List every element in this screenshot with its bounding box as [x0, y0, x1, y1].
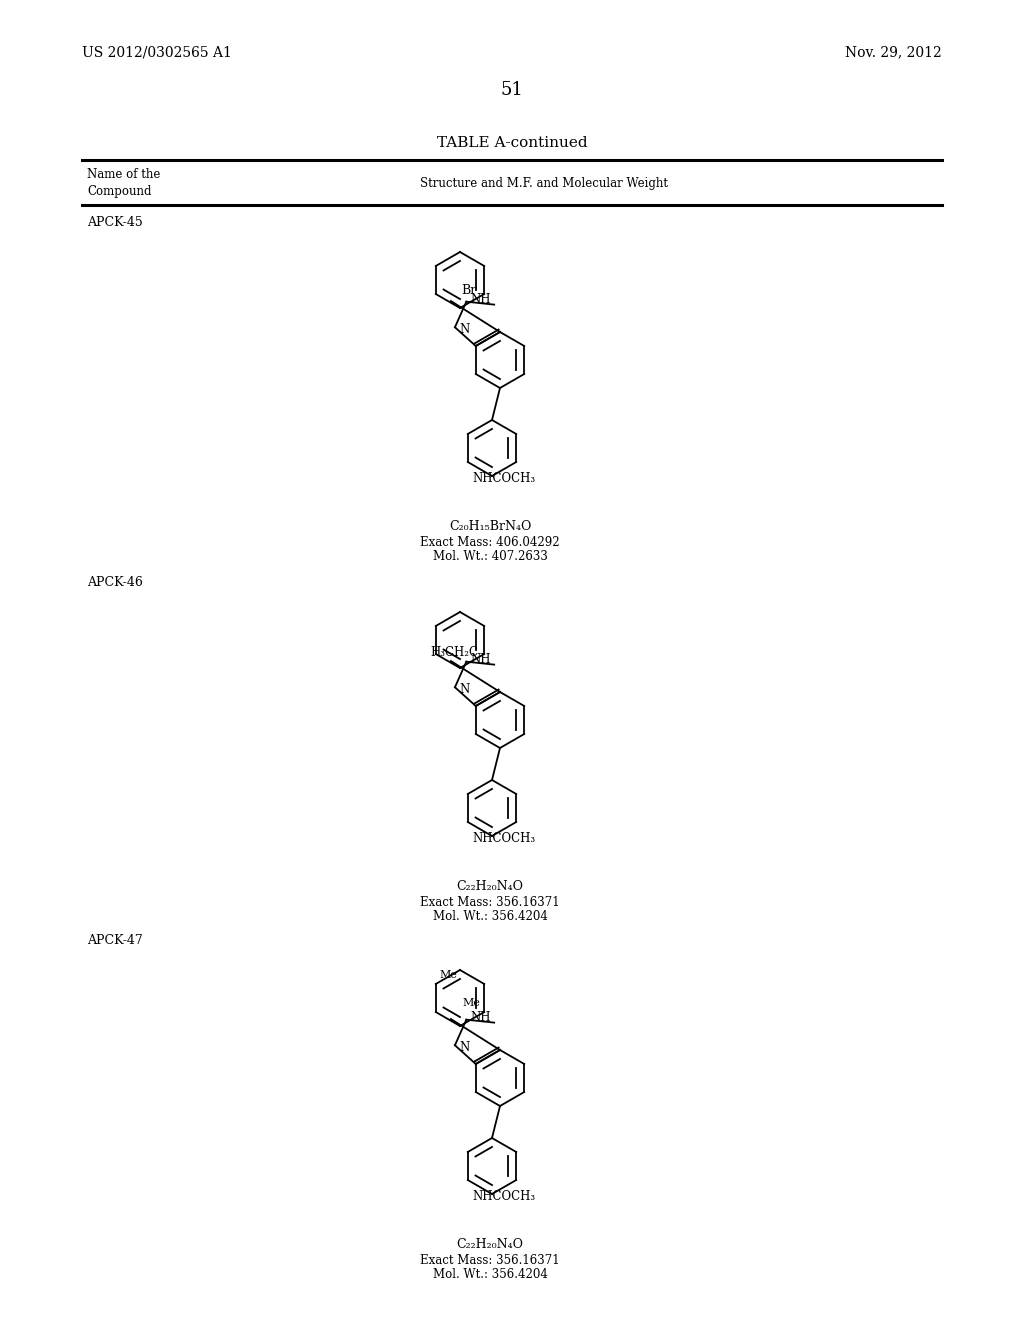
Text: N: N [459, 323, 469, 335]
Text: Mol. Wt.: 356.4204: Mol. Wt.: 356.4204 [432, 1267, 548, 1280]
Text: APCK-45: APCK-45 [87, 215, 142, 228]
Text: NH: NH [470, 1011, 490, 1024]
Text: TABLE A-continued: TABLE A-continued [436, 136, 588, 150]
Text: NHCOCH₃: NHCOCH₃ [473, 1191, 536, 1203]
Text: N: N [459, 1040, 469, 1053]
Text: Exact Mass: 356.16371: Exact Mass: 356.16371 [420, 1254, 560, 1266]
Text: NH: NH [470, 293, 490, 306]
Text: Mol. Wt.: 356.4204: Mol. Wt.: 356.4204 [432, 909, 548, 923]
Text: Me: Me [463, 998, 480, 1008]
Text: C₂₀H₁₅BrN₄O: C₂₀H₁₅BrN₄O [449, 520, 531, 532]
Text: APCK-47: APCK-47 [87, 933, 142, 946]
Text: C₂₂H₂₀N₄O: C₂₂H₂₀N₄O [457, 1238, 523, 1250]
Text: US 2012/0302565 A1: US 2012/0302565 A1 [82, 45, 231, 59]
Text: Mol. Wt.: 407.2633: Mol. Wt.: 407.2633 [432, 549, 548, 562]
Text: N: N [459, 682, 469, 696]
Text: 51: 51 [501, 81, 523, 99]
Text: Exact Mass: 406.04292: Exact Mass: 406.04292 [420, 536, 560, 549]
Text: Compound: Compound [87, 185, 152, 198]
Text: C₂₂H₂₀N₄O: C₂₂H₂₀N₄O [457, 879, 523, 892]
Text: H₃CH₂C: H₃CH₂C [430, 645, 478, 659]
Text: NH: NH [470, 653, 490, 667]
Text: NHCOCH₃: NHCOCH₃ [473, 832, 536, 845]
Text: Structure and M.F. and Molecular Weight: Structure and M.F. and Molecular Weight [420, 177, 668, 190]
Text: APCK-46: APCK-46 [87, 576, 143, 589]
Text: Name of the: Name of the [87, 168, 161, 181]
Text: Nov. 29, 2012: Nov. 29, 2012 [845, 45, 942, 59]
Text: Exact Mass: 356.16371: Exact Mass: 356.16371 [420, 895, 560, 908]
Text: NHCOCH₃: NHCOCH₃ [473, 473, 536, 484]
Text: Me: Me [439, 970, 458, 979]
Text: Br: Br [461, 284, 476, 297]
